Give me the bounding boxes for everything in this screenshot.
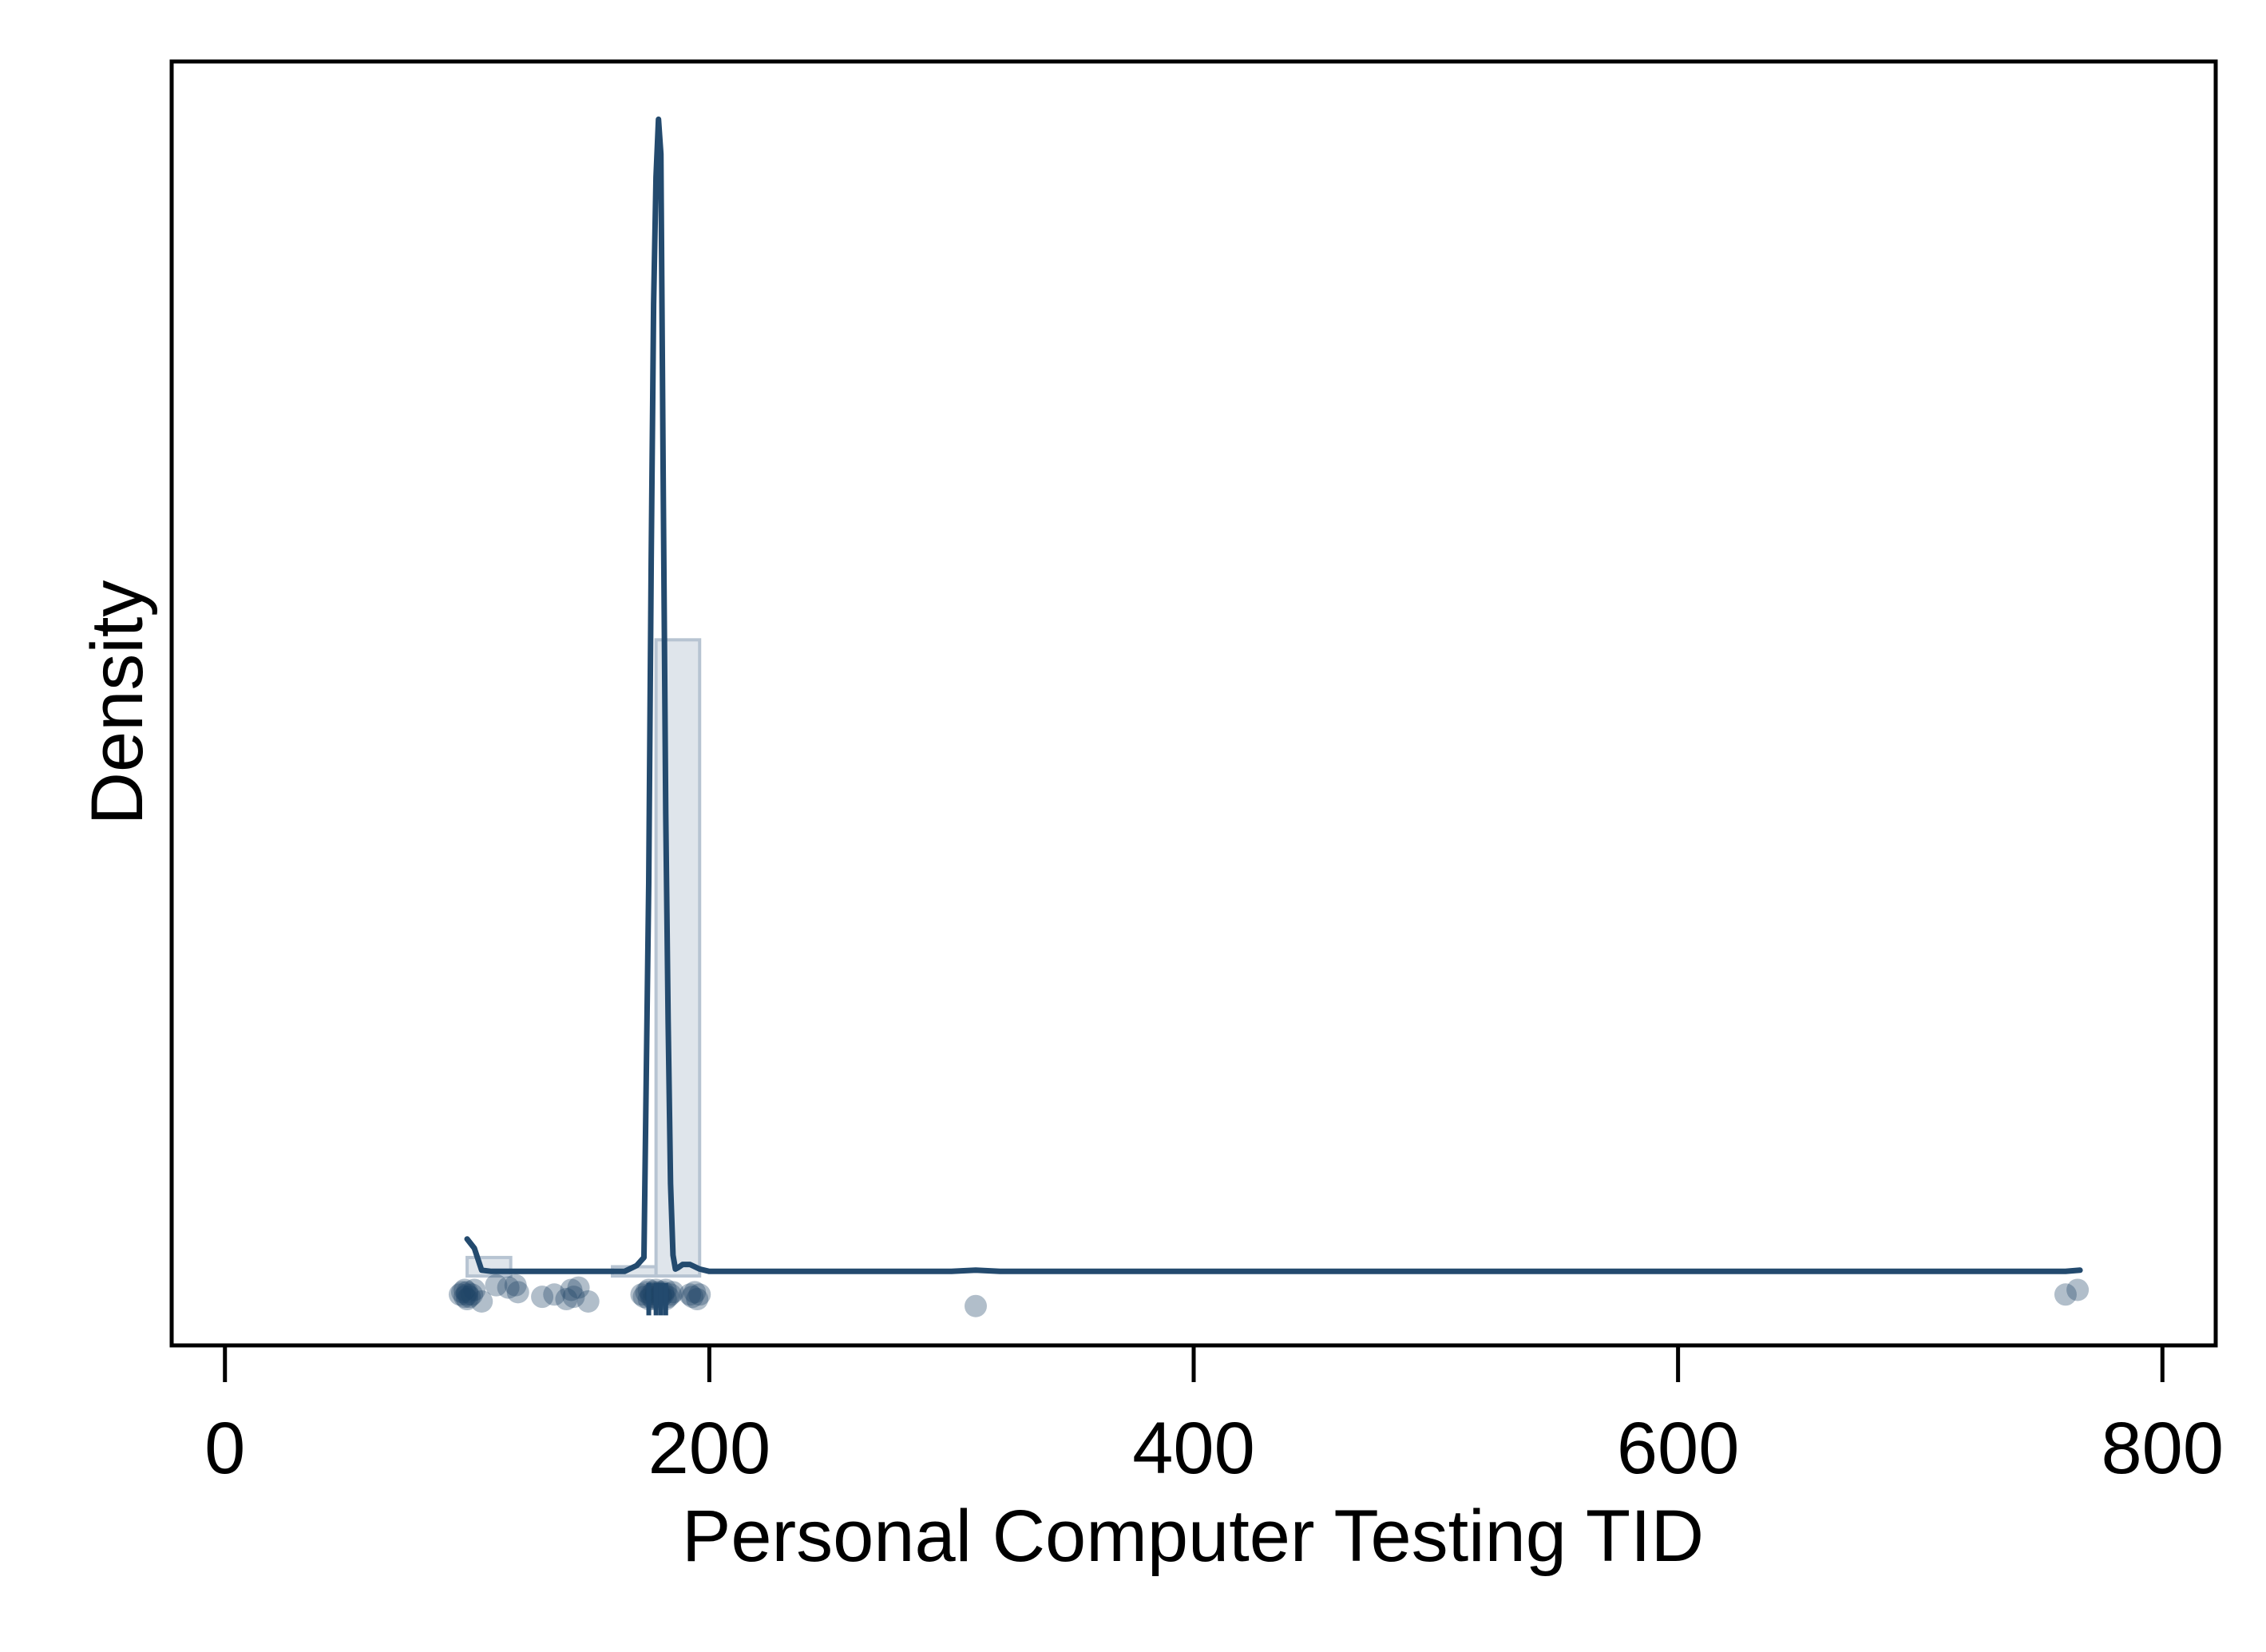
data-point bbox=[686, 1288, 709, 1311]
data-point bbox=[531, 1286, 554, 1309]
x-axis-label: Personal Computer Testing TID bbox=[682, 1496, 1704, 1577]
density-curve-layer bbox=[464, 116, 2083, 1274]
rug-ticks bbox=[646, 1282, 668, 1316]
data-point bbox=[497, 1276, 520, 1299]
x-tick-label: 600 bbox=[1617, 1408, 1740, 1489]
data-point bbox=[681, 1286, 704, 1309]
data-point bbox=[688, 1283, 711, 1306]
data-point bbox=[683, 1281, 707, 1304]
data-point bbox=[456, 1283, 479, 1306]
data-point bbox=[506, 1281, 529, 1304]
data-point bbox=[965, 1294, 988, 1317]
data-point bbox=[456, 1288, 479, 1311]
data-point bbox=[2066, 1278, 2090, 1301]
data-point bbox=[458, 1286, 481, 1309]
x-tick-label: 800 bbox=[2102, 1408, 2224, 1489]
data-point bbox=[635, 1281, 658, 1304]
data-point bbox=[504, 1274, 527, 1297]
x-axis: 0 200 400 600 800 bbox=[204, 1345, 2224, 1489]
data-point bbox=[679, 1283, 702, 1306]
x-tick-label: 200 bbox=[648, 1408, 771, 1489]
data-point bbox=[463, 1278, 486, 1301]
data-point bbox=[448, 1283, 471, 1306]
data-point bbox=[2054, 1283, 2077, 1306]
data-point bbox=[470, 1290, 493, 1313]
data-point bbox=[576, 1290, 600, 1313]
data-point bbox=[461, 1283, 484, 1306]
x-tick-label: 0 bbox=[204, 1408, 245, 1489]
data-point bbox=[560, 1278, 583, 1301]
data-point bbox=[567, 1276, 590, 1299]
data-point bbox=[543, 1283, 566, 1306]
data-point bbox=[454, 1278, 477, 1301]
x-tick-label: 400 bbox=[1132, 1408, 1255, 1489]
data-point bbox=[454, 1286, 477, 1309]
y-axis-label: Density bbox=[77, 580, 158, 826]
density-curve bbox=[464, 116, 2083, 1274]
data-point bbox=[450, 1281, 473, 1304]
data-point bbox=[555, 1288, 578, 1311]
data-point bbox=[562, 1286, 585, 1309]
data-point bbox=[456, 1281, 479, 1304]
data-point bbox=[485, 1274, 508, 1297]
